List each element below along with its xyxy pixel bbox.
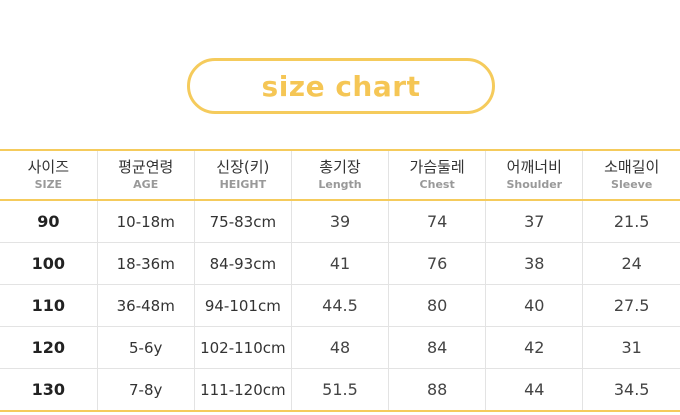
header-korean: 신장(키)	[216, 158, 270, 176]
header-english: Sleeve	[611, 178, 653, 191]
table-cell: 74	[388, 200, 486, 243]
table-cell: 40	[485, 284, 583, 327]
table-cell: 5-6y	[96, 326, 195, 369]
table-cell: 37	[485, 200, 583, 243]
column-header: 가슴둘레 Chest	[388, 150, 486, 200]
column-header: 신장(키) HEIGHT	[193, 150, 292, 200]
table-cell: 44.5	[290, 284, 389, 327]
table-cell: 110	[31, 296, 66, 315]
header-korean: 소매길이	[604, 158, 660, 176]
header-english: AGE	[133, 178, 159, 191]
table-cell: 75-83cm	[193, 200, 292, 243]
table-row: 100 18-36m 84-93cm 41 76 38 24	[0, 242, 680, 285]
header-english: Chest	[419, 178, 455, 191]
table-cell: 41	[290, 242, 389, 285]
table-cell: 7-8y	[96, 368, 195, 411]
column-header: 어깨너비 Shoulder	[485, 150, 583, 200]
size-chart-title-badge: size chart	[187, 58, 495, 114]
table-cell: 18-36m	[96, 242, 195, 285]
header-english: SIZE	[34, 178, 63, 191]
table-cell: 38	[485, 242, 583, 285]
column-header: 총기장 Length	[290, 150, 389, 200]
table-cell: 36-48m	[96, 284, 195, 327]
table-cell: 48	[290, 326, 389, 369]
table-cell: 84-93cm	[193, 242, 292, 285]
table-cell: 94-101cm	[193, 284, 292, 327]
table-cell: 42	[485, 326, 583, 369]
table-cell: 111-120cm	[193, 368, 292, 411]
size-chart-title: size chart	[261, 69, 421, 103]
header-korean: 사이즈	[27, 158, 70, 176]
table-cell: 120	[31, 338, 66, 357]
table-cell: 130	[31, 380, 66, 399]
header-korean: 총기장	[319, 158, 361, 176]
table-row: 110 36-48m 94-101cm 44.5 80 40 27.5	[0, 284, 680, 327]
table-cell: 10-18m	[96, 200, 195, 243]
table-cell: 80	[388, 284, 486, 327]
column-header: 사이즈 SIZE	[0, 150, 97, 200]
column-header: 평균연령 AGE	[96, 150, 195, 200]
size-table: 사이즈 SIZE 평균연령 AGE 신장(키) HEIGHT 총기장 Length 가슴둘레 Ch…	[0, 149, 680, 412]
header-english: HEIGHT	[219, 178, 267, 191]
column-header: 소매길이 Sleeve	[582, 150, 680, 200]
header-english: Length	[318, 178, 362, 191]
header-korean: 가슴둘레	[409, 158, 465, 176]
table-cell: 88	[388, 368, 486, 411]
table-cell: 21.5	[582, 200, 680, 243]
table-row: 130 7-8y 111-120cm 51.5 88 44 34.5	[0, 368, 680, 411]
header-korean: 어깨너비	[506, 158, 562, 176]
table-cell: 100	[31, 254, 66, 273]
table-row: 90 10-18m 75-83cm 39 74 37 21.5	[0, 200, 680, 243]
table-cell: 34.5	[582, 368, 680, 411]
table-cell: 84	[388, 326, 486, 369]
table-cell: 102-110cm	[193, 326, 292, 369]
table-cell: 24	[582, 242, 680, 285]
table-cell: 31	[582, 326, 680, 369]
table-cell: 27.5	[582, 284, 680, 327]
table-cell: 44	[485, 368, 583, 411]
header-english: Shoulder	[506, 178, 563, 191]
table-cell: 90	[37, 212, 60, 231]
table-row: 120 5-6y 102-110cm 48 84 42 31	[0, 326, 680, 369]
table-cell: 76	[388, 242, 486, 285]
header-row: 사이즈 SIZE 평균연령 AGE 신장(키) HEIGHT 총기장 Length 가슴둘레 Ch…	[0, 150, 680, 200]
table-cell: 51.5	[290, 368, 389, 411]
header-korean: 평균연령	[118, 158, 174, 176]
table-cell: 39	[290, 200, 389, 243]
